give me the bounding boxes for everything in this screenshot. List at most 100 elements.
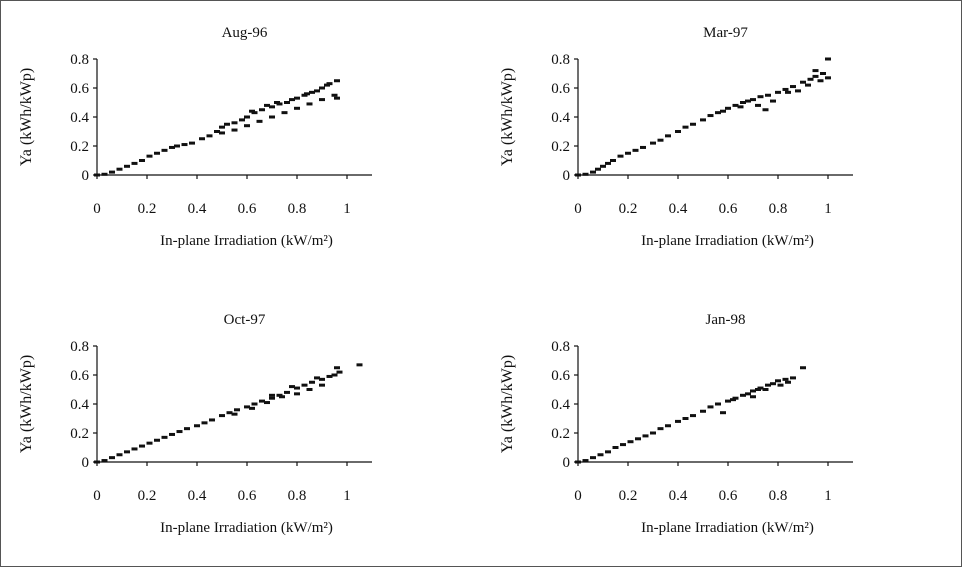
data-point	[319, 86, 325, 90]
data-point	[219, 125, 225, 129]
data-point	[331, 373, 338, 377]
data-point	[610, 159, 616, 162]
data-point	[256, 119, 263, 123]
x-tick-label: 0.2	[138, 201, 157, 217]
data-point	[650, 431, 656, 435]
data-point	[264, 103, 270, 107]
data-point	[251, 402, 258, 406]
data-point	[770, 382, 776, 386]
data-point	[101, 459, 108, 463]
data-point	[595, 167, 601, 171]
data-point	[174, 144, 180, 148]
x-tick-label: 0.2	[138, 488, 157, 504]
data-point	[642, 434, 649, 438]
x-axis-label: In-plane Irradiation (kW/m²)	[641, 233, 814, 249]
data-point	[269, 393, 275, 397]
y-tick-label: 0.6	[70, 368, 89, 384]
x-tick-label: 1	[824, 488, 832, 504]
data-point	[94, 173, 100, 177]
data-point	[665, 134, 671, 138]
data-point	[219, 131, 225, 135]
x-tick-label: 0	[93, 201, 101, 217]
data-point	[284, 101, 290, 104]
data-point	[632, 148, 639, 152]
data-point	[657, 138, 664, 142]
y-axis-label: Ya (kWh/kWp)	[18, 68, 35, 166]
y-tick-label: 0.8	[70, 52, 89, 68]
data-point	[269, 105, 275, 109]
data-point	[730, 398, 736, 402]
data-point	[146, 441, 153, 445]
data-point	[304, 92, 310, 96]
data-point	[199, 137, 205, 141]
data-point	[184, 427, 190, 431]
panel-oct-97: Oct-97 0 0.2 0.4 0.6 0.8 0 0.2 0.4 0.6 0.8 1 In-plan…	[1, 288, 481, 571]
data-point	[782, 377, 789, 381]
y-tick-label: 0.2	[551, 426, 570, 442]
x-tick-label: 0.8	[288, 201, 307, 217]
x-tick-label: 1	[824, 201, 832, 217]
x-axis-label: In-plane Irradiation (kW/m²)	[160, 233, 333, 249]
data-point	[109, 456, 115, 460]
x-tick-label: 0	[574, 201, 582, 217]
data-point	[700, 118, 706, 122]
data-point	[231, 121, 238, 125]
data-point	[775, 379, 781, 383]
data-point	[690, 122, 696, 126]
data-point	[116, 167, 123, 171]
data-point	[805, 83, 811, 87]
data-point	[675, 419, 681, 423]
data-point	[189, 141, 195, 145]
data-point	[334, 366, 340, 370]
data-point	[817, 79, 824, 83]
data-point	[181, 143, 188, 147]
x-tick-label: 0.4	[669, 488, 688, 504]
data-point	[356, 363, 363, 367]
data-point	[682, 125, 689, 129]
data-point	[707, 405, 714, 409]
data-point	[612, 446, 619, 449]
x-tick-label: 0.8	[769, 201, 788, 217]
data-point	[715, 111, 721, 115]
data-point	[625, 151, 631, 155]
data-point	[264, 401, 270, 405]
data-point	[627, 440, 634, 444]
chart-svg: Aug-96 0 0.2 0.4 0.6 0.8 0 0.2 0.4 0.6 0.8 1 In-plan…	[18, 25, 372, 249]
data-point	[725, 106, 731, 110]
data-point	[575, 173, 581, 177]
data-point	[289, 385, 295, 389]
data-point	[309, 90, 315, 94]
data-point	[820, 72, 826, 75]
data-point	[314, 89, 320, 93]
data-point	[124, 450, 130, 454]
data-point	[326, 374, 333, 378]
data-point	[762, 108, 769, 112]
y-tick-label: 0.6	[70, 81, 89, 97]
data-point	[224, 122, 230, 126]
y-tick-label: 0.6	[551, 368, 570, 384]
data-point	[259, 108, 265, 112]
y-tick-label: 0	[82, 168, 90, 184]
data-point	[605, 161, 611, 165]
data-point	[336, 370, 343, 374]
data-point	[790, 85, 796, 89]
data-point	[720, 109, 726, 113]
data-point	[219, 414, 225, 418]
data-point	[707, 114, 714, 118]
x-tick-label: 0	[93, 488, 101, 504]
data-point	[259, 399, 265, 403]
data-point	[284, 390, 290, 394]
panel-mar-97: Mar-97 0 0.2 0.4 0.6 0.8 0 0.2 0.4 0.6 0.8 1 In-plan…	[482, 1, 962, 284]
x-tick-label: 0.6	[238, 488, 257, 504]
data-point	[775, 90, 781, 94]
data-point	[785, 380, 791, 384]
data-point	[600, 164, 606, 168]
x-tick-label: 0.8	[288, 488, 307, 504]
y-tick-label: 0.2	[70, 139, 89, 155]
data-point	[750, 389, 756, 393]
chart-svg: Jan-98 0 0.2 0.4 0.6 0.8 0 0.2 0.4 0.6 0.8 1 In-plan…	[499, 312, 853, 536]
data-point	[194, 424, 200, 428]
data-point	[782, 87, 789, 91]
data-point	[582, 459, 589, 463]
data-point	[590, 170, 596, 174]
